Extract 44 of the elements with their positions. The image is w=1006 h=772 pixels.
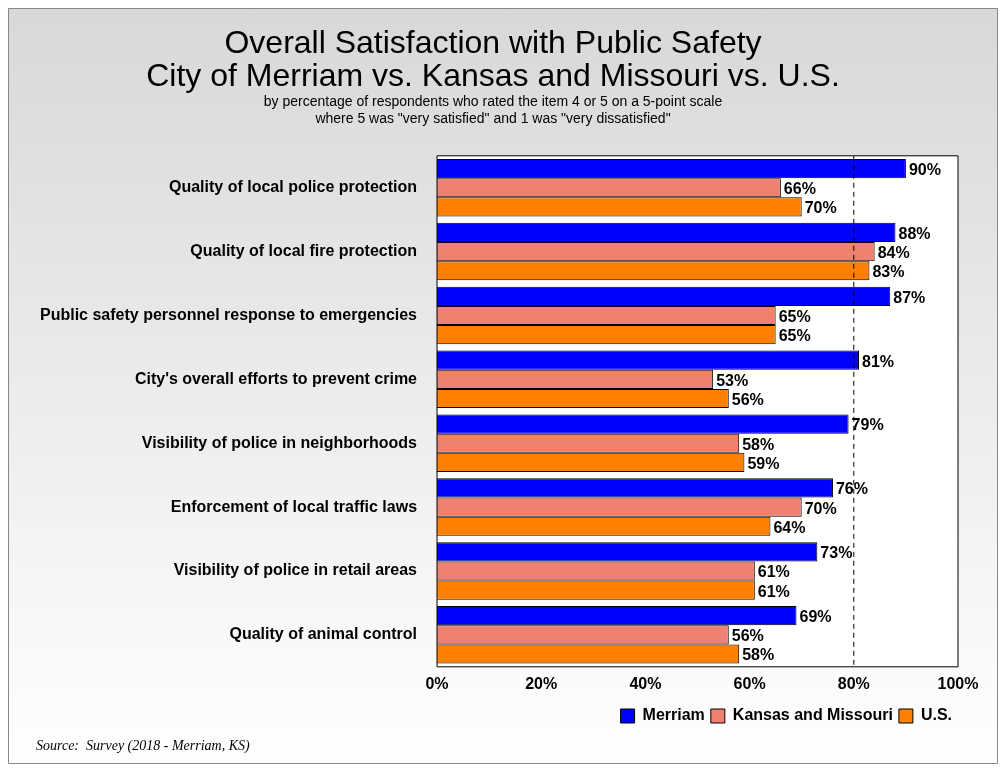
source-note: Source: Survey (2018 - Merriam, KS)	[36, 738, 251, 754]
data-label: 87%	[893, 288, 926, 306]
data-label: 88%	[898, 224, 931, 242]
x-tick-label: 40%	[629, 674, 662, 692]
data-label: 90%	[908, 160, 941, 178]
data-label: 76%	[835, 480, 868, 498]
y-tick-label: Quality of local fire protection	[190, 242, 418, 260]
data-label: 69%	[799, 608, 832, 626]
data-label: 83%	[872, 263, 905, 281]
chart-title: Overall Satisfaction with Public Safety City of Merriam vs. Kansas and Missouri vs. U.S.	[146, 23, 840, 94]
legend-label: Merriam	[642, 706, 705, 724]
data-label: 70%	[804, 199, 837, 217]
data-label: 58%	[742, 435, 775, 453]
x-tick-label: 80%	[837, 674, 870, 692]
data-label: 56%	[731, 390, 764, 408]
legend-label: U.S.	[920, 706, 953, 724]
data-label: 53%	[716, 371, 749, 389]
data-label: 79%	[851, 416, 884, 434]
x-tick-label: 60%	[733, 674, 766, 692]
x-tick-label: 0%	[425, 674, 449, 692]
y-tick-label: City's overall efforts to prevent crime	[134, 369, 418, 387]
data-label: 59%	[747, 454, 780, 472]
y-tick-label: Enforcement of local traffic laws	[170, 497, 418, 515]
data-label: 84%	[877, 244, 910, 262]
data-label: 73%	[820, 544, 853, 562]
chart-subtitle: by percentage of respondents who rated the item 4 or 5 on a 5-point scale where 5 was "very satisfied" and 1 was "very dissatisfied"	[263, 93, 723, 127]
x-tick-label: 100%	[937, 674, 979, 692]
y-tick-label: Public safety personnel response to emergencies	[39, 305, 418, 323]
data-label: 66%	[783, 180, 816, 198]
data-label: 65%	[778, 327, 811, 345]
data-label: 65%	[778, 307, 811, 325]
y-tick-label: Visibility of police in neighborhoods	[141, 433, 418, 451]
data-label: 61%	[757, 582, 790, 600]
data-label: 58%	[742, 646, 775, 664]
data-label: 81%	[862, 352, 895, 370]
y-tick-label: Quality of local police protection	[168, 178, 418, 196]
y-tick-label: Quality of animal control	[229, 625, 418, 643]
data-label: 64%	[773, 518, 806, 536]
data-label: 56%	[731, 627, 764, 645]
data-label: 61%	[757, 563, 790, 581]
y-tick-label: Visibility of police in retail areas	[173, 561, 418, 579]
data-label: 70%	[804, 499, 837, 517]
x-tick-label: 20%	[525, 674, 558, 692]
legend-label: Kansas and Missouri	[732, 706, 893, 724]
